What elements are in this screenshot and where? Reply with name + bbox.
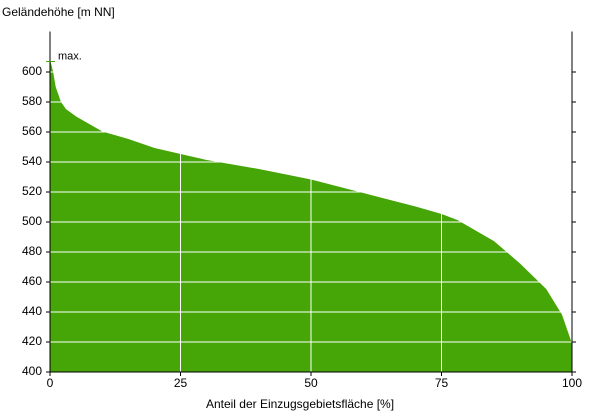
x-axis-label: Anteil der Einzugsgebietsfläche [%] <box>206 397 394 411</box>
x-tick-label: 25 <box>174 376 188 390</box>
y-tick-label: 580 <box>22 94 42 108</box>
x-tick-label: 75 <box>435 376 449 390</box>
y-tick-label: 600 <box>22 64 42 78</box>
chart-title: Geländehöhe [m NN] <box>2 5 115 19</box>
y-tick-label: 540 <box>22 154 42 168</box>
max-label: max. <box>58 50 82 62</box>
y-tick-label: 400 <box>22 364 42 378</box>
y-tick-label: 560 <box>22 124 42 138</box>
y-tick-label: 440 <box>22 304 42 318</box>
y-tick-label: 520 <box>22 184 42 198</box>
y-tick-label: 480 <box>22 244 42 258</box>
y-tick-label: 460 <box>22 274 42 288</box>
y-tick-label: 420 <box>22 334 42 348</box>
x-tick-label: 100 <box>562 376 582 390</box>
y-tick-label: 500 <box>22 214 42 228</box>
x-tick-label: 50 <box>304 376 318 390</box>
x-tick-label: 0 <box>47 376 54 390</box>
